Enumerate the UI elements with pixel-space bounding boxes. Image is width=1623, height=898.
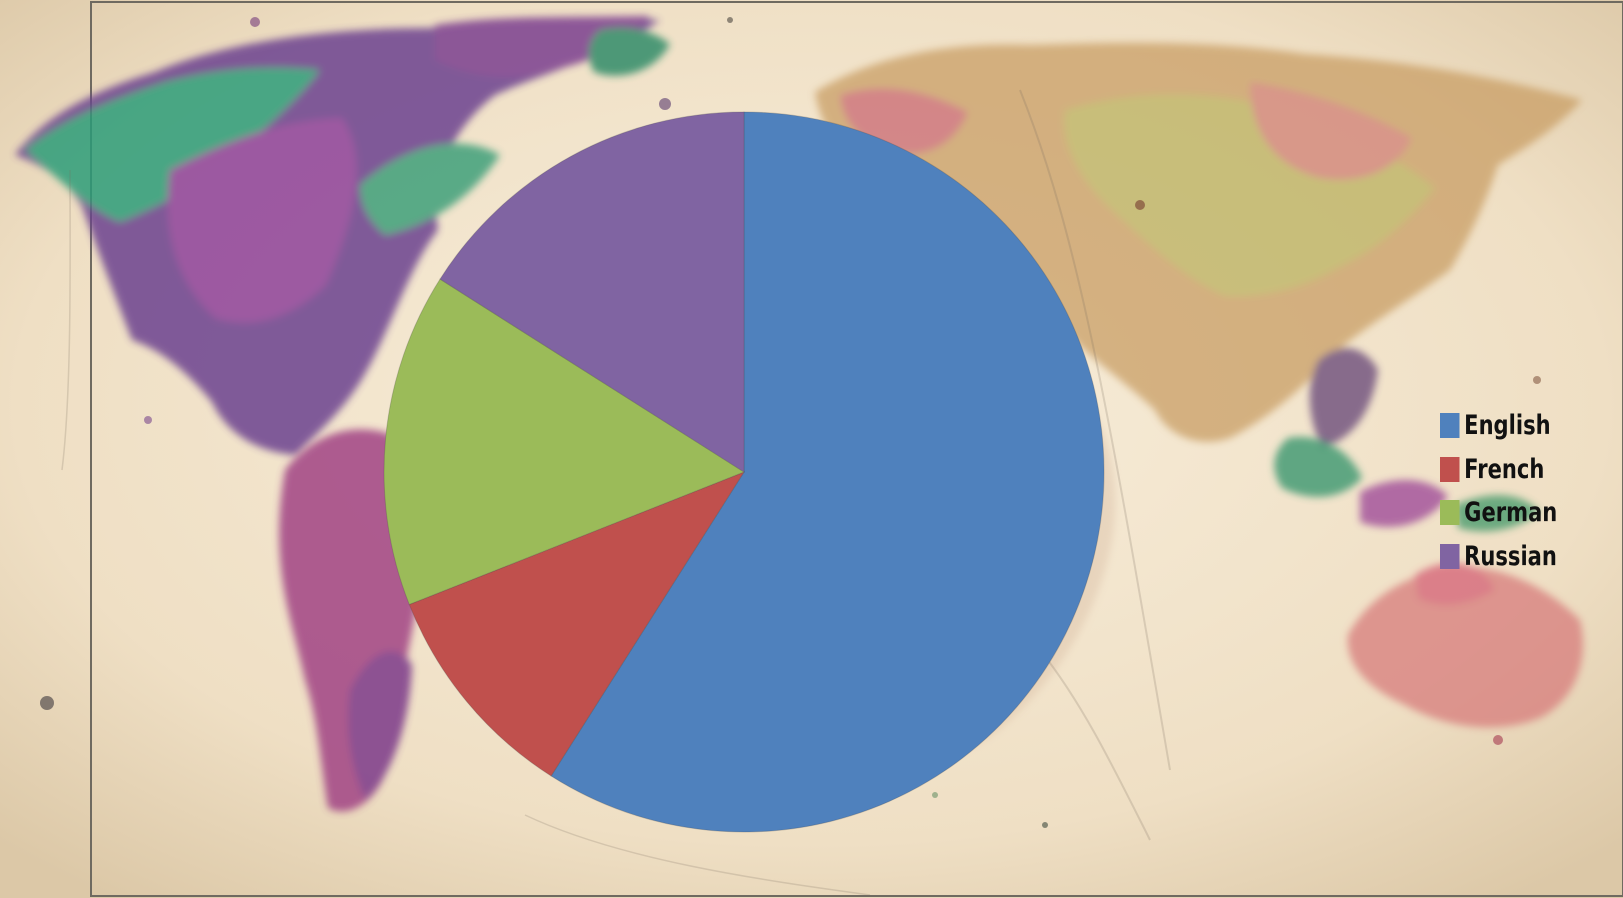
legend-swatch-german [1440,500,1460,526]
paper-scratches [61,89,1171,896]
map-frame [90,1,1623,897]
legend-swatch-french [1440,456,1460,482]
chart-legend: English French German Russian [1440,404,1557,578]
legend-label-english: English [1464,410,1551,442]
pie-slice-german [383,278,746,606]
pie-slice-french [408,470,746,777]
pie-slices [383,111,1105,833]
legend-label-french: French [1464,453,1545,485]
pie-slice-english [550,111,1105,833]
legend-swatch-russian [1440,543,1460,569]
legend-item-english: English [1440,404,1557,448]
paint-splatters [40,17,1541,828]
continent-north-america [15,16,670,456]
continent-europe-asia [815,42,1582,448]
continent-southeast-asia [1274,436,1540,532]
legend-label-german: German [1464,497,1558,529]
legend-item-russian: Russian [1440,535,1557,579]
legend-item-french: French [1440,448,1557,492]
continent-australia [1347,563,1584,728]
legend-label-russian: Russian [1464,540,1557,572]
legend-item-german: German [1440,491,1557,535]
legend-swatch-english [1440,413,1460,439]
pie-slice-russian [439,111,745,473]
